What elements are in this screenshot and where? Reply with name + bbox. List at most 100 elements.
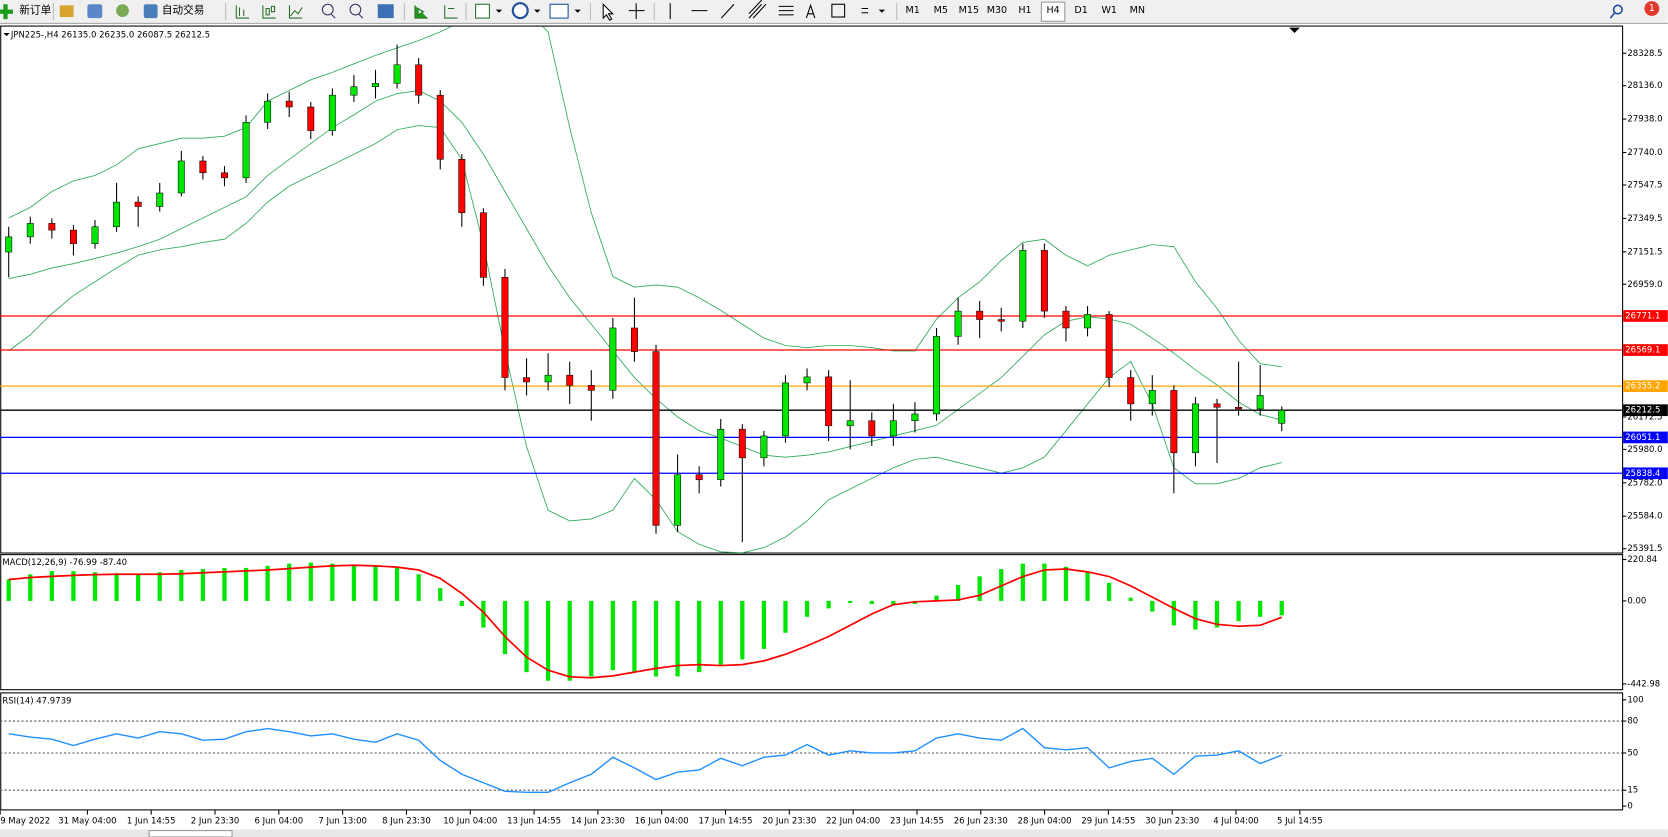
- macd-bar: [1193, 600, 1198, 630]
- x-tick-label: 7 Jun 13:00: [318, 817, 367, 827]
- timeframe-button[interactable]: W1: [1101, 5, 1117, 16]
- macd-bar: [416, 574, 421, 601]
- text-button[interactable]: [805, 3, 816, 19]
- macd-bar: [632, 600, 637, 673]
- x-tick-label: 29 Jun 14:55: [1081, 817, 1135, 827]
- timeframe-button[interactable]: M30: [987, 5, 1007, 16]
- channel-button[interactable]: [748, 0, 767, 19]
- candle-body: [264, 100, 272, 123]
- candle-body: [436, 94, 444, 160]
- candle-body: [1170, 390, 1178, 454]
- x-tick-label: 22 Jun 04:00: [826, 817, 880, 827]
- candle-body: [501, 277, 509, 378]
- periods-button[interactable]: [511, 2, 529, 20]
- macd-bar: [481, 600, 486, 628]
- chart-tab[interactable]: [148, 830, 233, 837]
- level-label: 26051.1: [1625, 433, 1660, 443]
- plot-layer: 28328.5 28136.0 27938.0 27740.0 27547.5 27349…: [0, 26, 1668, 827]
- fibo-button[interactable]: [778, 5, 794, 16]
- tile-button[interactable]: [377, 4, 394, 19]
- zoom-out-button[interactable]: [349, 3, 362, 16]
- new-order-button[interactable]: 新订单: [0, 4, 52, 20]
- macd-bar: [718, 600, 723, 665]
- candle-body: [889, 420, 897, 437]
- autoscroll-button[interactable]: [414, 5, 428, 19]
- zoom-buttons: [321, 3, 364, 19]
- icon: [358, 13, 364, 19]
- candle-body: [911, 413, 919, 422]
- candle-body: [868, 420, 876, 437]
- icon-button[interactable]: [87, 4, 103, 19]
- y-tick-label: 80: [1627, 717, 1638, 727]
- macd-bar: [934, 595, 939, 601]
- macd-bar: [955, 584, 961, 601]
- shift-button[interactable]: [444, 5, 458, 19]
- timeframe-button[interactable]: M15: [959, 5, 979, 16]
- macd-bar: [891, 600, 896, 606]
- arrows-button[interactable]: [861, 7, 869, 14]
- timeframe-button[interactable]: M1: [906, 5, 920, 16]
- level-label: 26355.2: [1625, 382, 1660, 392]
- templates-button[interactable]: [549, 3, 569, 19]
- macd-bar: [308, 562, 313, 601]
- level-label-box: [1623, 467, 1668, 480]
- candle-body: [954, 310, 962, 337]
- macd-bar: [373, 565, 378, 601]
- candle-chart-button[interactable]: [262, 5, 276, 19]
- macd-bar: [157, 572, 162, 601]
- rsi-line: [8, 727, 1283, 794]
- indicators-button[interactable]: [475, 3, 490, 19]
- trendline-button[interactable]: [720, 3, 735, 19]
- cursor-button[interactable]: [602, 2, 615, 21]
- candle-body: [1148, 390, 1156, 405]
- dropdown[interactable]: [495, 9, 503, 13]
- dropdown[interactable]: [878, 9, 886, 13]
- macd-bar: [653, 600, 659, 677]
- notifications[interactable]: 1: [1644, 1, 1660, 16]
- x-tick-label: 4 Jul 04:00: [1213, 817, 1259, 827]
- dropdown[interactable]: [534, 9, 541, 13]
- crosshair-button[interactable]: [628, 3, 645, 20]
- toolbar-bg: [0, 0, 1668, 24]
- timeframe-button[interactable]: H4: [1046, 5, 1059, 16]
- zoom-in-button[interactable]: [321, 3, 334, 16]
- level-label: 26212.5: [1625, 406, 1660, 416]
- candle-body: [285, 100, 293, 108]
- timeframe-button[interactable]: H1: [1018, 5, 1031, 16]
- level-label-box: [1623, 431, 1668, 444]
- y-tick-label: 26172.5: [1627, 412, 1662, 422]
- macd-bar: [697, 600, 702, 673]
- bar-chart-button[interactable]: [235, 5, 250, 19]
- macd-bar: [243, 567, 249, 601]
- pressed-timeframe: [1040, 1, 1066, 22]
- x-tick-label: 17 Jun 14:55: [699, 817, 753, 827]
- dropdown[interactable]: [574, 9, 581, 13]
- timeframe-button[interactable]: M5: [934, 5, 948, 16]
- rsi-header: RSI(14) 47.9739: [2, 696, 71, 706]
- label-button[interactable]: [831, 3, 846, 18]
- icon-button[interactable]: [116, 4, 129, 18]
- auto-trading-label: 自动交易: [162, 4, 205, 17]
- timeframe-button[interactable]: MN: [1130, 5, 1145, 16]
- line-chart-button[interactable]: [288, 5, 303, 19]
- chart-type-buttons: [235, 5, 303, 19]
- candle-body: [1084, 314, 1092, 329]
- macd-bar: [804, 600, 810, 617]
- timeframe-button[interactable]: D1: [1074, 5, 1087, 16]
- macd-bar: [610, 600, 615, 671]
- candle-body: [738, 428, 746, 459]
- macd-bar: [1063, 566, 1069, 601]
- macd-bar: [567, 600, 572, 681]
- signal-line: [8, 564, 1283, 679]
- bollinger-band: [8, 125, 1282, 554]
- candle-body: [458, 159, 466, 214]
- search-button[interactable]: [1612, 4, 1623, 15]
- icon-button[interactable]: [59, 5, 74, 18]
- auto-trading-button[interactable]: 自动交易: [143, 4, 205, 19]
- y-tick-label: 28136.0: [1627, 81, 1662, 91]
- macd-bar: [1236, 600, 1241, 622]
- badge-count: 1: [1649, 3, 1655, 14]
- macd-bar: [1171, 600, 1176, 626]
- candle-body: [1213, 403, 1221, 408]
